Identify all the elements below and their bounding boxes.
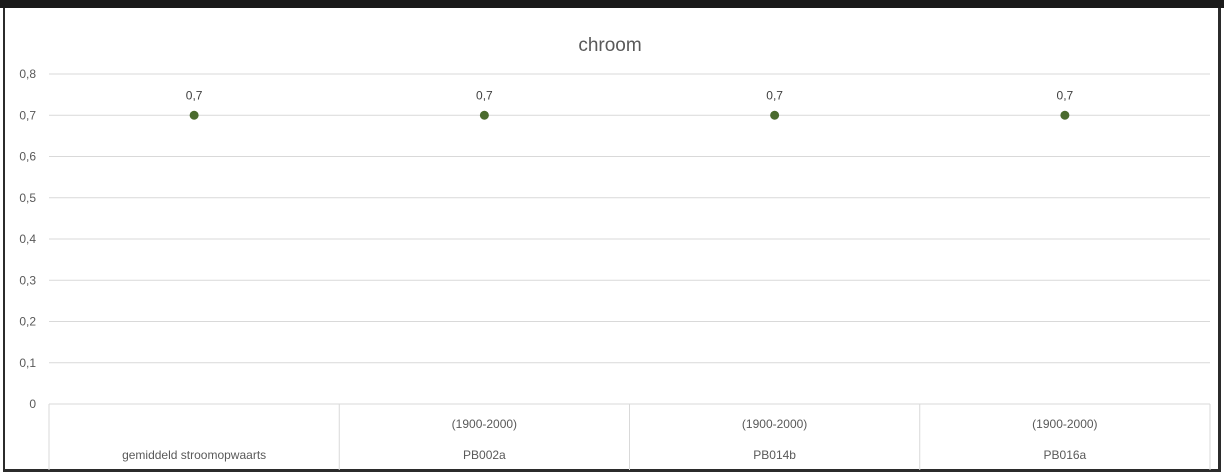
category-label: PB016a <box>1044 448 1087 462</box>
data-label: 0,7 <box>476 88 493 102</box>
data-label: 0,7 <box>186 88 203 102</box>
y-tick-label: 0,6 <box>19 150 36 164</box>
y-tick-label: 0,2 <box>19 315 36 329</box>
data-label: 0,7 <box>766 88 783 102</box>
y-tick-label: 0 <box>29 397 36 411</box>
data-point <box>1060 110 1070 120</box>
top-bar <box>0 0 1224 8</box>
category-label-top: (1900-2000) <box>1032 417 1097 431</box>
data-label: 0,7 <box>1057 88 1074 102</box>
chart-border <box>3 8 1221 472</box>
category-label: PB014b <box>753 448 796 462</box>
category-label: PB002a <box>463 448 506 462</box>
y-axis: 0 0,1 0,2 0,3 0,4 0,5 0,6 0,7 0,8 <box>19 67 36 411</box>
category-label-top: (1900-2000) <box>742 417 807 431</box>
data-points <box>189 110 1070 120</box>
data-labels: 0,7 0,7 0,7 0,7 <box>186 88 1074 102</box>
data-point <box>770 110 780 120</box>
category-label: gemiddeld stroomopwaarts <box>122 448 266 462</box>
x-axis: gemiddeld stroomopwaarts (1900-2000) PB002… <box>48 403 1211 470</box>
y-tick-label: 0,5 <box>19 191 36 205</box>
grid <box>49 73 1210 364</box>
y-tick-label: 0,8 <box>19 67 36 81</box>
chart-title: chroom <box>578 35 641 56</box>
y-tick-label: 0,3 <box>19 273 36 287</box>
data-point <box>189 110 199 120</box>
data-point <box>479 110 489 120</box>
y-tick-label: 0,1 <box>19 356 36 370</box>
y-tick-label: 0,4 <box>19 232 36 246</box>
y-tick-label: 0,7 <box>19 108 36 122</box>
category-label-top: (1900-2000) <box>452 417 517 431</box>
